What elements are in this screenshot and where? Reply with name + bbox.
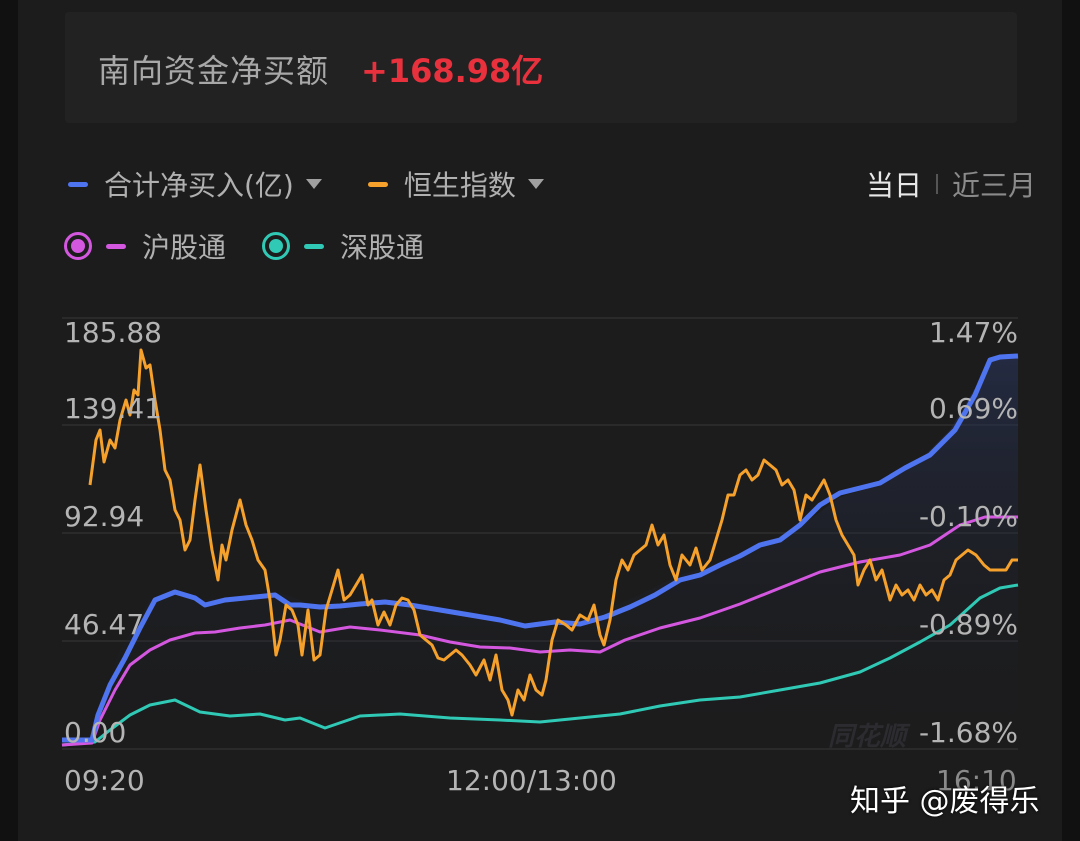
- range-tabs: 当日 近三月: [866, 164, 1036, 204]
- sz-connect-line: [61, 583, 1019, 747]
- orange-dash-icon: [367, 181, 388, 187]
- y-left-tick-4: 0.00: [64, 716, 127, 749]
- x-tick-end: 16:10: [936, 764, 1017, 797]
- x-tick-start: 09:20: [64, 764, 145, 797]
- legend-hang-seng-index[interactable]: 恒生指数: [403, 169, 516, 202]
- y-left-tick-2: 92.94: [64, 500, 145, 533]
- app-watermark: 同花顺: [828, 722, 907, 752]
- summary-header: 南向资金净买额 +168.98亿: [65, 12, 1017, 123]
- hang-seng-line: [88, 348, 1018, 717]
- y-right-tick-4: -1.68%: [918, 716, 1018, 749]
- y-left-tick-1: 139.41: [64, 392, 162, 425]
- caret-down-icon[interactable]: [305, 179, 322, 189]
- y-right-tick-2: -0.10%: [918, 500, 1018, 533]
- radio-dot-icon: [71, 239, 85, 253]
- toggle-sh-connect[interactable]: [64, 232, 92, 260]
- y-right-tick-3: -0.89%: [918, 608, 1018, 641]
- tab-today[interactable]: 当日: [865, 169, 922, 202]
- legend-row-secondary: 沪股通 深股通: [64, 226, 424, 266]
- radio-dot-icon: [269, 239, 284, 253]
- legend-total-net-buy[interactable]: 合计净买入(亿): [104, 169, 294, 202]
- tab-three-months[interactable]: 近三月: [951, 169, 1036, 202]
- net-buy-value: +168.98亿: [361, 52, 544, 90]
- legend-row-primary: 合计净买入(亿) 恒生指数: [68, 164, 590, 204]
- total-net-buy-line: [62, 353, 1019, 743]
- total-area-fill: [62, 356, 1018, 749]
- y-right-tick-1: 0.69%: [929, 392, 1018, 425]
- toggle-sz-connect[interactable]: [262, 232, 291, 260]
- tab-divider: [935, 174, 938, 194]
- y-left-tick-0: 185.88: [64, 316, 162, 349]
- y-left-tick-3: 46.47: [64, 608, 145, 641]
- sh-connect-line: [61, 515, 1018, 747]
- teal-dash-icon: [304, 243, 325, 249]
- header-title: 南向资金净买额: [98, 52, 330, 90]
- magenta-dash-icon: [106, 243, 126, 249]
- source-credit: 知乎 @废得乐: [850, 784, 1040, 819]
- y-right-tick-0: 1.47%: [929, 316, 1018, 349]
- legend-sz-connect[interactable]: 深股通: [340, 231, 425, 264]
- legend-sh-connect[interactable]: 沪股通: [142, 231, 227, 264]
- caret-down-icon[interactable]: [527, 179, 544, 189]
- blue-dash-icon: [68, 181, 88, 187]
- x-tick-midday: 12:00/13:00: [446, 764, 617, 797]
